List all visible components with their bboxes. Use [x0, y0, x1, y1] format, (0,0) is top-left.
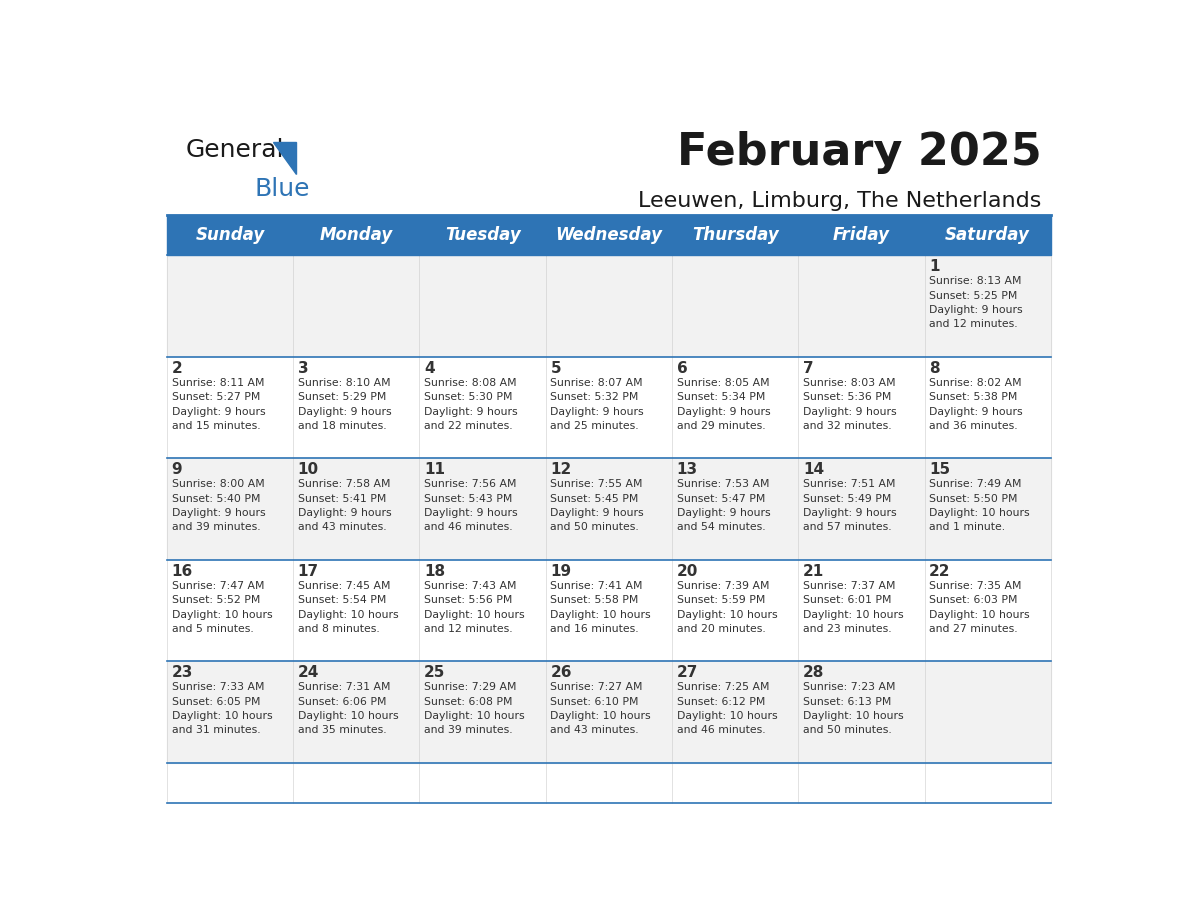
- Text: 23: 23: [171, 666, 192, 680]
- Text: 14: 14: [803, 463, 824, 477]
- Text: 3: 3: [298, 361, 309, 375]
- Text: Sunrise: 7:58 AM
Sunset: 5:41 PM
Daylight: 9 hours
and 43 minutes.: Sunrise: 7:58 AM Sunset: 5:41 PM Dayligh…: [298, 479, 391, 532]
- Text: Sunrise: 8:10 AM
Sunset: 5:29 PM
Daylight: 9 hours
and 18 minutes.: Sunrise: 8:10 AM Sunset: 5:29 PM Dayligh…: [298, 378, 391, 431]
- Text: Thursday: Thursday: [691, 226, 778, 244]
- Text: 25: 25: [424, 666, 446, 680]
- Bar: [545, 215, 672, 255]
- Text: Sunrise: 7:27 AM
Sunset: 6:10 PM
Daylight: 10 hours
and 43 minutes.: Sunrise: 7:27 AM Sunset: 6:10 PM Dayligh…: [550, 682, 651, 735]
- Text: Sunrise: 7:49 AM
Sunset: 5:50 PM
Daylight: 10 hours
and 1 minute.: Sunrise: 7:49 AM Sunset: 5:50 PM Dayligh…: [929, 479, 1030, 532]
- Text: 5: 5: [550, 361, 561, 375]
- Text: Sunrise: 8:11 AM
Sunset: 5:27 PM
Daylight: 9 hours
and 15 minutes.: Sunrise: 8:11 AM Sunset: 5:27 PM Dayligh…: [171, 378, 265, 431]
- Polygon shape: [273, 142, 296, 174]
- Text: Friday: Friday: [833, 226, 890, 244]
- Text: Sunday: Sunday: [195, 226, 265, 244]
- Text: 24: 24: [298, 666, 320, 680]
- Text: 12: 12: [550, 463, 571, 477]
- Text: Sunrise: 7:51 AM
Sunset: 5:49 PM
Daylight: 9 hours
and 57 minutes.: Sunrise: 7:51 AM Sunset: 5:49 PM Dayligh…: [803, 479, 897, 532]
- Text: Sunrise: 7:29 AM
Sunset: 6:08 PM
Daylight: 10 hours
and 39 minutes.: Sunrise: 7:29 AM Sunset: 6:08 PM Dayligh…: [424, 682, 525, 735]
- Text: 6: 6: [677, 361, 688, 375]
- Text: 16: 16: [171, 564, 192, 579]
- Text: 1: 1: [929, 259, 940, 274]
- Text: 9: 9: [171, 463, 182, 477]
- Text: Sunrise: 8:03 AM
Sunset: 5:36 PM
Daylight: 9 hours
and 32 minutes.: Sunrise: 8:03 AM Sunset: 5:36 PM Dayligh…: [803, 378, 897, 431]
- Text: Sunrise: 7:53 AM
Sunset: 5:47 PM
Daylight: 9 hours
and 54 minutes.: Sunrise: 7:53 AM Sunset: 5:47 PM Dayligh…: [677, 479, 770, 532]
- Text: 27: 27: [677, 666, 699, 680]
- Bar: [166, 560, 1051, 661]
- Text: 17: 17: [298, 564, 318, 579]
- Bar: [166, 215, 293, 255]
- Bar: [166, 458, 1051, 560]
- Text: 2: 2: [171, 361, 182, 375]
- Text: Sunrise: 7:33 AM
Sunset: 6:05 PM
Daylight: 10 hours
and 31 minutes.: Sunrise: 7:33 AM Sunset: 6:05 PM Dayligh…: [171, 682, 272, 735]
- Text: 4: 4: [424, 361, 435, 375]
- Text: Sunrise: 7:39 AM
Sunset: 5:59 PM
Daylight: 10 hours
and 20 minutes.: Sunrise: 7:39 AM Sunset: 5:59 PM Dayligh…: [677, 581, 777, 634]
- Text: 19: 19: [550, 564, 571, 579]
- Text: 28: 28: [803, 666, 824, 680]
- Text: Sunrise: 7:41 AM
Sunset: 5:58 PM
Daylight: 10 hours
and 16 minutes.: Sunrise: 7:41 AM Sunset: 5:58 PM Dayligh…: [550, 581, 651, 634]
- Text: Saturday: Saturday: [946, 226, 1030, 244]
- Text: Sunrise: 7:55 AM
Sunset: 5:45 PM
Daylight: 9 hours
and 50 minutes.: Sunrise: 7:55 AM Sunset: 5:45 PM Dayligh…: [550, 479, 644, 532]
- Text: 10: 10: [298, 463, 318, 477]
- Text: Monday: Monday: [320, 226, 393, 244]
- Text: Sunrise: 8:00 AM
Sunset: 5:40 PM
Daylight: 9 hours
and 39 minutes.: Sunrise: 8:00 AM Sunset: 5:40 PM Dayligh…: [171, 479, 265, 532]
- Text: Sunrise: 7:43 AM
Sunset: 5:56 PM
Daylight: 10 hours
and 12 minutes.: Sunrise: 7:43 AM Sunset: 5:56 PM Dayligh…: [424, 581, 525, 634]
- Bar: [166, 661, 1051, 763]
- Text: 15: 15: [929, 463, 950, 477]
- Text: 7: 7: [803, 361, 814, 375]
- Text: Sunrise: 7:23 AM
Sunset: 6:13 PM
Daylight: 10 hours
and 50 minutes.: Sunrise: 7:23 AM Sunset: 6:13 PM Dayligh…: [803, 682, 904, 735]
- Text: 20: 20: [677, 564, 699, 579]
- Text: 21: 21: [803, 564, 824, 579]
- Text: 22: 22: [929, 564, 950, 579]
- Text: Blue: Blue: [254, 177, 310, 201]
- Bar: [166, 356, 1051, 458]
- Text: Sunrise: 8:07 AM
Sunset: 5:32 PM
Daylight: 9 hours
and 25 minutes.: Sunrise: 8:07 AM Sunset: 5:32 PM Dayligh…: [550, 378, 644, 431]
- Text: Sunrise: 7:47 AM
Sunset: 5:52 PM
Daylight: 10 hours
and 5 minutes.: Sunrise: 7:47 AM Sunset: 5:52 PM Dayligh…: [171, 581, 272, 634]
- Text: 11: 11: [424, 463, 446, 477]
- Text: Wednesday: Wednesday: [555, 226, 663, 244]
- Text: 18: 18: [424, 564, 446, 579]
- Text: Sunrise: 7:37 AM
Sunset: 6:01 PM
Daylight: 10 hours
and 23 minutes.: Sunrise: 7:37 AM Sunset: 6:01 PM Dayligh…: [803, 581, 904, 634]
- Text: Tuesday: Tuesday: [444, 226, 520, 244]
- Text: Sunrise: 8:05 AM
Sunset: 5:34 PM
Daylight: 9 hours
and 29 minutes.: Sunrise: 8:05 AM Sunset: 5:34 PM Dayligh…: [677, 378, 770, 431]
- Text: Sunrise: 7:56 AM
Sunset: 5:43 PM
Daylight: 9 hours
and 46 minutes.: Sunrise: 7:56 AM Sunset: 5:43 PM Dayligh…: [424, 479, 518, 532]
- Text: Sunrise: 8:02 AM
Sunset: 5:38 PM
Daylight: 9 hours
and 36 minutes.: Sunrise: 8:02 AM Sunset: 5:38 PM Dayligh…: [929, 378, 1023, 431]
- Text: General: General: [185, 139, 284, 162]
- Bar: [293, 215, 419, 255]
- Bar: [924, 215, 1051, 255]
- Text: Sunrise: 7:35 AM
Sunset: 6:03 PM
Daylight: 10 hours
and 27 minutes.: Sunrise: 7:35 AM Sunset: 6:03 PM Dayligh…: [929, 581, 1030, 634]
- Bar: [672, 215, 798, 255]
- Text: Sunrise: 8:08 AM
Sunset: 5:30 PM
Daylight: 9 hours
and 22 minutes.: Sunrise: 8:08 AM Sunset: 5:30 PM Dayligh…: [424, 378, 518, 431]
- Text: 8: 8: [929, 361, 940, 375]
- Text: February 2025: February 2025: [677, 131, 1042, 174]
- Text: Sunrise: 7:25 AM
Sunset: 6:12 PM
Daylight: 10 hours
and 46 minutes.: Sunrise: 7:25 AM Sunset: 6:12 PM Dayligh…: [677, 682, 777, 735]
- Text: Sunrise: 7:31 AM
Sunset: 6:06 PM
Daylight: 10 hours
and 35 minutes.: Sunrise: 7:31 AM Sunset: 6:06 PM Dayligh…: [298, 682, 398, 735]
- Bar: [798, 215, 924, 255]
- Text: 26: 26: [550, 666, 571, 680]
- Text: Sunrise: 8:13 AM
Sunset: 5:25 PM
Daylight: 9 hours
and 12 minutes.: Sunrise: 8:13 AM Sunset: 5:25 PM Dayligh…: [929, 276, 1023, 330]
- Text: Sunrise: 7:45 AM
Sunset: 5:54 PM
Daylight: 10 hours
and 8 minutes.: Sunrise: 7:45 AM Sunset: 5:54 PM Dayligh…: [298, 581, 398, 634]
- Text: 13: 13: [677, 463, 697, 477]
- Bar: [166, 255, 1051, 356]
- Bar: [419, 215, 545, 255]
- Text: Leeuwen, Limburg, The Netherlands: Leeuwen, Limburg, The Netherlands: [638, 192, 1042, 211]
